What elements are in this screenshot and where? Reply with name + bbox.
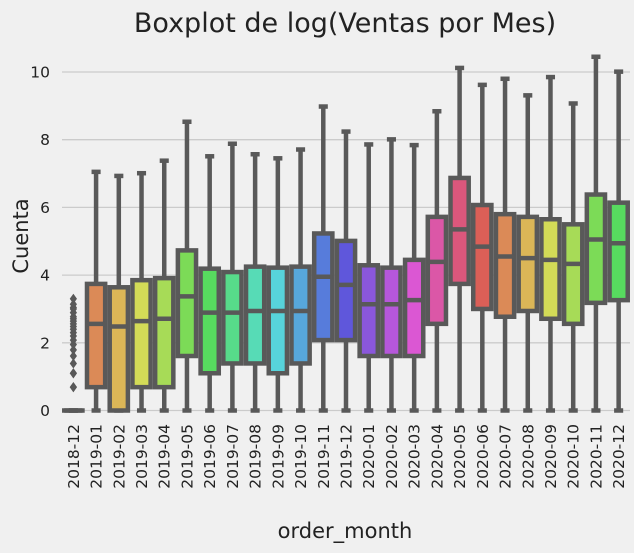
box-2019-09: [266, 156, 290, 413]
x-tick-label: 2019-03: [133, 424, 151, 489]
box-2019-01: [84, 169, 108, 413]
box-2020-01: [357, 142, 381, 413]
box-2019-08: [243, 152, 267, 413]
box-2019-05: [175, 119, 199, 413]
iqr-box: [289, 264, 312, 366]
box-2019-11: [311, 104, 335, 413]
iqr-box: [539, 216, 562, 322]
y-tick-label: 0: [40, 402, 50, 420]
iqr-box: [311, 231, 335, 343]
box-2018-12: [62, 293, 85, 413]
x-tick-label: 2019-11: [315, 424, 333, 489]
iqr-box: [470, 202, 494, 312]
iqr-box: [84, 281, 108, 390]
iqr-box: [175, 248, 199, 359]
y-tick-label: 6: [40, 199, 50, 217]
x-tick-label: 2020-01: [360, 424, 378, 489]
box-2020-12: [607, 69, 630, 413]
x-axis-ticks: 2018-12 2019-01 2019-02 2019-03 2019-04 2019-…: [65, 424, 628, 489]
iqr-box: [493, 211, 517, 319]
box-2019-04: [152, 158, 176, 413]
x-tick-label: 2019-02: [110, 424, 128, 489]
y-tick-label: 4: [40, 267, 50, 285]
outlier-point: [69, 344, 77, 355]
y-axis-label: Cuenta: [9, 198, 33, 273]
box-2020-03: [402, 142, 426, 413]
box-2020-10: [561, 101, 585, 413]
y-tick-label: 2: [40, 334, 50, 352]
iqr-box: [266, 265, 290, 376]
y-tick-label: 8: [40, 131, 50, 149]
iqr-box: [607, 200, 630, 303]
x-tick-label: 2019-10: [292, 424, 310, 489]
outlier-point: [69, 358, 77, 369]
iqr-box: [107, 285, 131, 413]
box-2020-06: [470, 82, 494, 413]
x-tick-label: 2020-02: [383, 424, 401, 489]
x-tick-label: 2019-05: [178, 424, 196, 489]
x-tick-label: 2020-04: [428, 424, 446, 489]
box-2020-09: [539, 74, 562, 413]
box-2019-06: [198, 154, 222, 413]
box-series: [62, 54, 630, 413]
box-2019-03: [130, 170, 153, 413]
box-2019-07: [221, 141, 244, 413]
chart-title: Boxplot de log(Ventas por Mes): [134, 8, 556, 39]
box-2020-07: [493, 76, 517, 413]
x-tick-label: 2019-09: [269, 424, 287, 489]
x-axis-label: order_month: [278, 519, 413, 544]
x-tick-label: 2020-09: [542, 424, 560, 489]
x-tick-label: 2019-06: [201, 424, 219, 489]
box-2019-12: [334, 129, 358, 413]
outlier-point: [69, 368, 77, 379]
x-tick-label: 2020-11: [587, 424, 605, 489]
iqr-box: [334, 238, 358, 343]
x-tick-label: 2020-05: [451, 424, 469, 489]
outlier-point: [69, 299, 77, 310]
outlier-point: [69, 350, 77, 362]
x-tick-label: 2019-04: [156, 424, 174, 489]
x-tick-label: 2020-07: [497, 424, 515, 489]
iqr-box: [380, 265, 403, 359]
box-2019-02: [107, 173, 131, 413]
iqr-box: [584, 192, 608, 306]
box-2020-04: [425, 109, 449, 413]
iqr-box: [516, 214, 540, 314]
box-2020-05: [448, 65, 471, 413]
x-tick-label: 2019-01: [88, 424, 106, 489]
iqr-box: [357, 263, 381, 359]
x-tick-label: 2020-10: [565, 424, 583, 489]
iqr-box: [243, 264, 267, 366]
x-tick-label: 2019-07: [224, 424, 242, 489]
outlier-point: [69, 382, 77, 393]
iqr-box: [221, 269, 244, 366]
box-2020-08: [516, 93, 540, 413]
iqr-box: [561, 222, 585, 327]
box-2020-02: [380, 137, 403, 413]
iqr-box: [152, 275, 176, 390]
x-tick-label: 2019-08: [247, 424, 265, 489]
iqr-box: [402, 257, 426, 359]
iqr-box: [425, 214, 449, 327]
x-tick-label: 2019-12: [338, 424, 356, 489]
x-tick-label: 2020-12: [610, 424, 628, 489]
box-2019-10: [289, 147, 312, 413]
iqr-box: [198, 266, 222, 376]
x-tick-label: 2020-08: [519, 424, 537, 489]
x-tick-label: 2020-03: [406, 424, 424, 489]
y-axis-ticks: 0 2 4 6 8 10: [30, 64, 50, 421]
y-tick-label: 10: [30, 64, 50, 82]
x-tick-label: 2018-12: [65, 424, 83, 489]
box-2020-11: [584, 54, 608, 413]
x-tick-label: 2020-06: [474, 424, 492, 489]
outlier-point: [69, 293, 77, 304]
iqr-box: [130, 277, 153, 390]
